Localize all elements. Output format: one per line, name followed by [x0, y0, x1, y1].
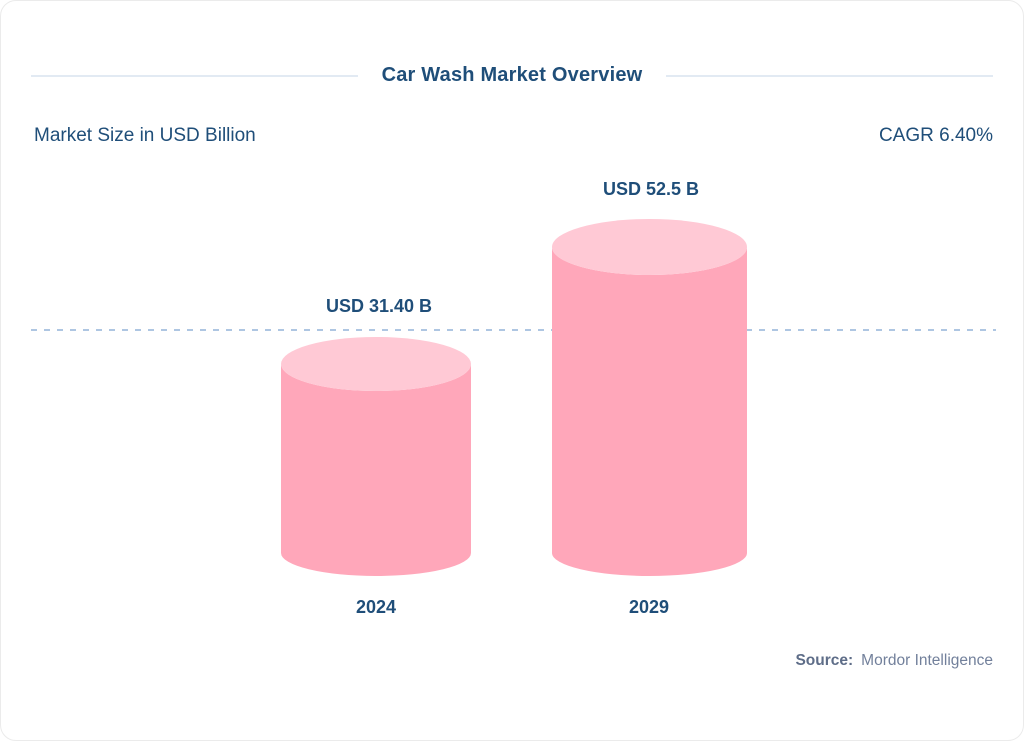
bar-2029-body [552, 247, 747, 576]
bar-2029-category-label: 2029 [628, 597, 670, 617]
source-name: Mordor Intelligence [861, 652, 993, 669]
bar-2029-top-face [552, 219, 747, 275]
source-attribution: Source: Mordor Intelligence [795, 652, 993, 670]
bar-2024 [281, 337, 471, 576]
bar-2024-top-face [281, 337, 471, 391]
chart-subheader: Market Size in USD Billion CAGR 6.40% [34, 125, 993, 147]
title-rule-right [666, 74, 993, 77]
cagr-label: CAGR 6.40% [878, 125, 993, 146]
chart-title: Car Wash Market Overview [381, 64, 643, 86]
source-caption: Source: [795, 652, 854, 669]
bar-2029 [552, 219, 747, 576]
y-axis-label: Market Size in USD Billion [34, 125, 256, 146]
bar-2024-value-label: USD 31.40 B [325, 296, 433, 316]
chart-header: Car Wash Market Overview [31, 64, 993, 87]
bar-2024-body [281, 364, 471, 576]
title-rule-left [31, 74, 358, 77]
bar-2024-category-label: 2024 [355, 597, 397, 617]
bar-2029-value-label: USD 52.5 B [602, 179, 700, 199]
